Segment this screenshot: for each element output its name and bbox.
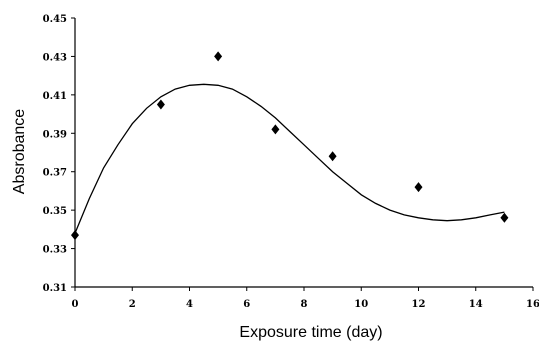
x-tick-label: 6 xyxy=(243,299,250,310)
y-tick-label: 0.35 xyxy=(43,206,67,217)
x-axis-title: Exposure time (day) xyxy=(239,324,382,341)
data-point-marker xyxy=(71,230,79,241)
x-tick-label: 4 xyxy=(186,299,193,310)
data-point-marker xyxy=(414,182,423,193)
data-point-marker xyxy=(328,151,337,162)
axes xyxy=(74,18,533,288)
x-tick-label: 14 xyxy=(469,299,483,310)
trendline xyxy=(74,83,505,234)
markers-group xyxy=(71,51,509,241)
ticks: 0 2 4 6 8 10 12 14 16 0.31 0.33 0.35 0.37 0.39 0.41 0.4… xyxy=(43,14,539,310)
x-tick-label: 0 xyxy=(72,299,79,310)
x-tick-label: 8 xyxy=(301,299,308,310)
data-point-marker xyxy=(271,124,280,135)
data-point-marker xyxy=(214,51,223,62)
y-tick-label: 0.45 xyxy=(43,14,67,25)
y-tick-label: 0.39 xyxy=(43,129,67,140)
y-tick-label: 0.41 xyxy=(43,91,67,102)
y-tick-label: 0.37 xyxy=(43,168,67,179)
data-point-marker xyxy=(500,212,509,223)
trendline-group xyxy=(74,83,505,234)
x-tick-label: 12 xyxy=(412,299,426,310)
y-tick-label: 0.33 xyxy=(43,245,67,256)
y-tick-label: 0.31 xyxy=(43,283,67,294)
x-tick-label: 2 xyxy=(129,299,136,310)
data-point-marker xyxy=(156,99,165,110)
x-tick-label: 10 xyxy=(354,299,368,310)
x-tick-label: 16 xyxy=(526,299,539,310)
y-tick-label: 0.43 xyxy=(43,52,67,63)
y-axis-title: Absrobance xyxy=(11,109,28,194)
